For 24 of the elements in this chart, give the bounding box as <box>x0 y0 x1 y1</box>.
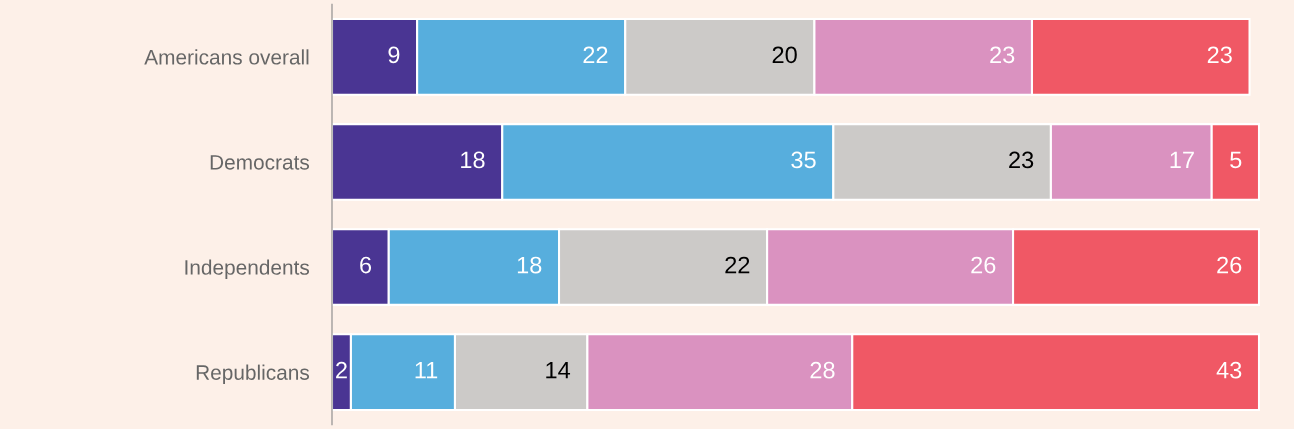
data-label: 11 <box>415 362 438 379</box>
data-label: 22 <box>725 256 750 274</box>
data-label: 5 <box>1230 151 1242 169</box>
y-tick-label: Americans overall <box>144 49 309 65</box>
data-label: 26 <box>1217 256 1242 274</box>
data-label: 35 <box>791 151 816 169</box>
data-label: 20 <box>772 46 797 64</box>
data-label: 14 <box>546 362 571 379</box>
data-label: 23 <box>1207 46 1232 64</box>
data-label: 2 <box>336 361 347 379</box>
data-label: 6 <box>360 256 372 274</box>
data-label: 43 <box>1216 361 1242 379</box>
data-label: 22 <box>583 46 608 63</box>
data-label: 23 <box>1009 151 1034 169</box>
y-tick-label: Independents <box>185 259 310 279</box>
data-label: 9 <box>388 46 400 64</box>
data-label: 28 <box>810 361 835 379</box>
data-label: 18 <box>517 256 542 274</box>
data-label: 17 <box>1170 151 1194 169</box>
data-label: 23 <box>990 46 1015 64</box>
y-tick-label: Republicans <box>196 364 310 385</box>
y-tick-label: Democrats <box>210 155 310 170</box>
data-label: 18 <box>461 151 485 169</box>
data-label: 26 <box>971 256 996 274</box>
